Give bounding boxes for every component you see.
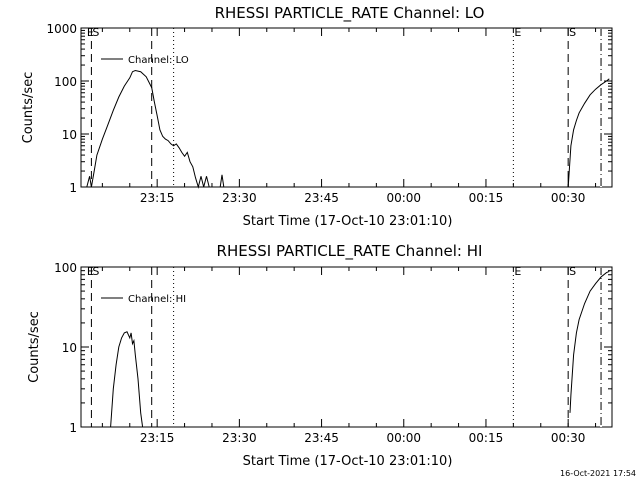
series-line <box>567 78 610 188</box>
y-tick-label: 10 <box>62 128 77 142</box>
y-axis-label: Counts/sec <box>21 72 36 144</box>
y-axis-label: Counts/sec <box>27 311 42 383</box>
plot-frame <box>80 266 613 428</box>
marker-label: S <box>92 26 99 39</box>
chart-panel-2: RHESSI PARTICLE_RATE Channel: HI Start Ti… <box>27 242 613 469</box>
plot-frame <box>80 27 613 188</box>
x-tick-label: 23:15 <box>140 431 175 445</box>
legend-label: Channel: LO <box>128 55 189 66</box>
series-line <box>86 69 210 189</box>
x-tick-label: 00:00 <box>386 191 421 205</box>
timestamp-label: 16-Oct-2021 17:54 <box>560 469 636 478</box>
y-tick-label: 100 <box>54 75 77 89</box>
x-tick-label: 23:45 <box>304 191 339 205</box>
marker-label: S <box>92 265 99 278</box>
marker-label: E <box>87 26 94 39</box>
y-tick-label: 100 <box>54 261 77 275</box>
series-line <box>110 331 144 428</box>
x-axis-label: Start Time (17-Oct-10 23:01:10) <box>243 214 453 229</box>
x-tick-label: 23:15 <box>140 191 175 205</box>
x-tick-label: 23:30 <box>222 191 257 205</box>
y-tick-label: 1 <box>69 181 77 195</box>
marker-label: E <box>87 265 94 278</box>
series-line <box>569 270 610 413</box>
x-tick-label: 23:45 <box>304 431 339 445</box>
chart-title: RHESSI PARTICLE_RATE Channel: LO <box>215 4 485 23</box>
x-tick-label: 00:30 <box>551 431 586 445</box>
marker-label: E <box>514 26 521 39</box>
x-tick-label: 00:00 <box>386 431 421 445</box>
chart-panel-1: RHESSI PARTICLE_RATE Channel: LO Start Ti… <box>21 4 613 229</box>
x-tick-label: 23:30 <box>222 431 257 445</box>
y-tick-label: 1000 <box>46 22 77 36</box>
x-tick-label: 00:15 <box>469 431 504 445</box>
marker-label: S <box>569 265 576 278</box>
legend-label: Channel: HI <box>128 294 186 305</box>
y-tick-label: 1 <box>69 421 77 435</box>
series-line <box>219 174 225 188</box>
chart-title: RHESSI PARTICLE_RATE Channel: HI <box>217 242 483 261</box>
marker-label: E <box>514 265 521 278</box>
x-axis-label: Start Time (17-Oct-10 23:01:10) <box>243 454 453 469</box>
y-tick-label: 10 <box>62 341 77 355</box>
x-tick-label: 00:15 <box>469 191 504 205</box>
x-tick-label: 00:30 <box>551 191 586 205</box>
marker-label: S <box>569 26 576 39</box>
